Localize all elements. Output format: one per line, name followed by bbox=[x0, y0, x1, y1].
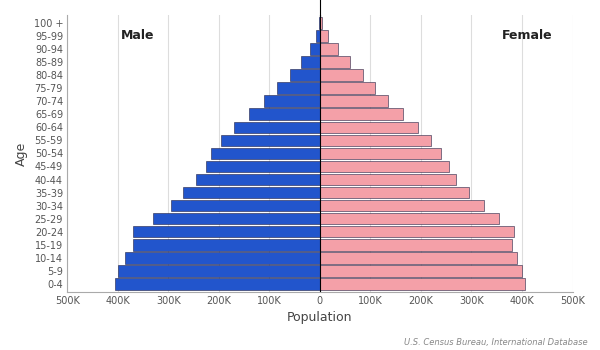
Bar bbox=[320, 56, 350, 68]
Bar bbox=[290, 69, 320, 81]
Bar bbox=[320, 121, 418, 133]
Bar bbox=[133, 239, 320, 251]
Bar bbox=[320, 161, 449, 172]
Bar bbox=[320, 148, 441, 159]
Bar bbox=[277, 82, 320, 94]
Bar bbox=[310, 43, 320, 55]
Bar bbox=[125, 252, 320, 264]
Bar bbox=[320, 108, 403, 120]
Bar bbox=[301, 56, 320, 68]
Bar bbox=[320, 30, 328, 42]
Bar bbox=[320, 174, 457, 185]
Bar bbox=[234, 121, 320, 133]
Bar bbox=[320, 213, 499, 224]
Bar bbox=[206, 161, 320, 172]
Bar bbox=[133, 226, 320, 237]
Bar bbox=[316, 30, 320, 42]
Text: U.S. Census Bureau, International Database: U.S. Census Bureau, International Databa… bbox=[404, 337, 588, 346]
Bar bbox=[320, 17, 322, 29]
Bar bbox=[320, 226, 514, 237]
Bar bbox=[320, 43, 338, 55]
Bar bbox=[320, 82, 376, 94]
Text: Male: Male bbox=[121, 29, 155, 42]
Bar bbox=[118, 265, 320, 276]
Bar bbox=[211, 148, 320, 159]
Bar bbox=[196, 174, 320, 185]
Bar bbox=[171, 200, 320, 211]
Bar bbox=[320, 187, 469, 198]
Bar bbox=[265, 96, 320, 107]
Bar bbox=[320, 200, 484, 211]
Bar bbox=[320, 252, 517, 264]
Y-axis label: Age: Age bbox=[15, 141, 28, 166]
Bar bbox=[319, 17, 320, 29]
Bar bbox=[115, 278, 320, 290]
Bar bbox=[221, 135, 320, 146]
Bar bbox=[249, 108, 320, 120]
Bar bbox=[184, 187, 320, 198]
Bar bbox=[320, 135, 431, 146]
Bar bbox=[320, 278, 524, 290]
X-axis label: Population: Population bbox=[287, 312, 353, 324]
Bar bbox=[320, 265, 522, 276]
Bar bbox=[153, 213, 320, 224]
Bar bbox=[320, 239, 512, 251]
Text: Female: Female bbox=[502, 29, 553, 42]
Bar bbox=[320, 69, 363, 81]
Bar bbox=[320, 96, 388, 107]
